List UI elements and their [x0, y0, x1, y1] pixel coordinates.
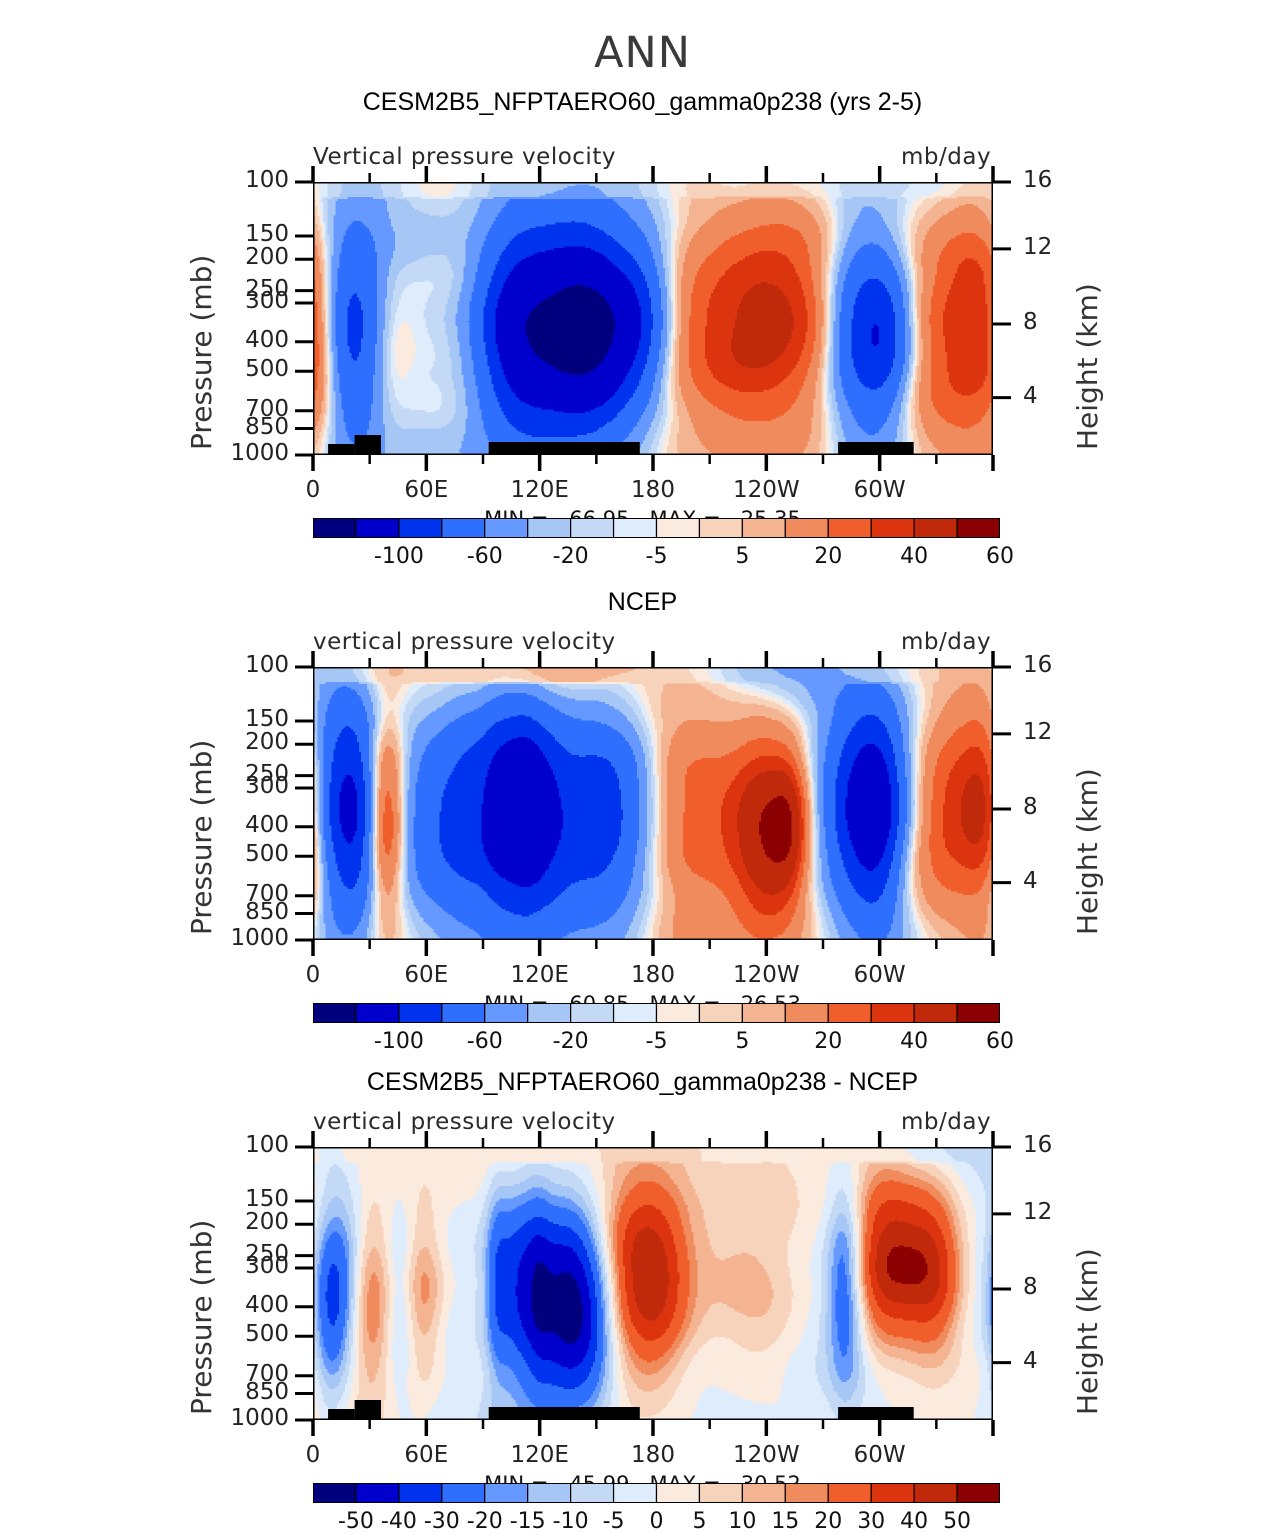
panel-model-lon-tick-3: 180	[619, 477, 687, 503]
panel-model-pressure-tick-100: 100	[193, 167, 289, 193]
panel-obs-lon-tick-5: 60W	[846, 962, 914, 988]
panel-obs-height-axis-label: Height (km)	[1071, 768, 1104, 935]
panel-obs-lon-tick-4: 120W	[732, 962, 800, 988]
panel-obs-title: NCEP	[0, 588, 1285, 617]
panel-diff-lon-tick-4: 120W	[732, 1442, 800, 1468]
panel-obs-height-tick-16: 16	[1023, 652, 1052, 678]
panel-model-colorbar-label-7: 60	[960, 544, 1040, 569]
panel-diff-lon-tick-2: 120E	[506, 1442, 574, 1468]
panel-model-lon-tick-1: 60E	[392, 477, 460, 503]
panel-obs-height-tick-8: 8	[1023, 794, 1038, 820]
panel-obs-colorbar	[313, 1003, 1000, 1023]
panel-obs-colorbar-label-7: 60	[960, 1029, 1040, 1054]
panel-diff-lon-tick-5: 60W	[846, 1442, 914, 1468]
panel-model-height-tick-8: 8	[1023, 309, 1038, 335]
panel-model-lon-tick-4: 120W	[732, 477, 800, 503]
panel-obs-lon-tick-2: 120E	[506, 962, 574, 988]
panel-obs-height-tick-4: 4	[1023, 868, 1038, 894]
panel-diff-lon-tick-3: 180	[619, 1442, 687, 1468]
panel-obs-colorbar-label-5: 20	[788, 1029, 868, 1054]
panel-diff-height-tick-4: 4	[1023, 1348, 1038, 1374]
panel-obs-pressure-tick-150: 150	[193, 706, 289, 732]
panel-obs-pressure-tick-100: 100	[193, 652, 289, 678]
panel-diff-lon-tick-0: 0	[279, 1442, 347, 1468]
panel-diff-height-axis-label: Height (km)	[1071, 1248, 1104, 1415]
panel-obs-colorbar-label-1: -60	[445, 1029, 525, 1054]
panel-model-height-tick-12: 12	[1023, 234, 1052, 260]
panel-obs-lon-tick-1: 60E	[392, 962, 460, 988]
panel-diff-pressure-axis-label: Pressure (mb)	[185, 1220, 218, 1415]
panel-diff-pressure-tick-150: 150	[193, 1186, 289, 1212]
panel-obs-colorbar-label-4: 5	[702, 1029, 782, 1054]
panel-model-colorbar-label-6: 40	[874, 544, 954, 569]
panel-model-height-tick-16: 16	[1023, 167, 1052, 193]
panel-obs-height-tick-12: 12	[1023, 719, 1052, 745]
panel-obs-colorbar-label-3: -5	[617, 1029, 697, 1054]
panel-obs-colorbar-label-2: -20	[531, 1029, 611, 1054]
panel-diff-title: CESM2B5_NFPTAERO60_gamma0p238 - NCEP	[0, 1068, 1285, 1097]
panel-model-colorbar-label-1: -60	[445, 544, 525, 569]
panel-model-height-tick-4: 4	[1023, 383, 1038, 409]
panel-diff-colorbar	[313, 1483, 1000, 1503]
panel-model-colorbar-label-0: -100	[359, 544, 439, 569]
panel-model-axes	[279, 156, 1039, 509]
panel-model-colorbar-label-5: 20	[788, 544, 868, 569]
panel-model-colorbar	[313, 518, 1000, 538]
panel-obs-lon-tick-3: 180	[619, 962, 687, 988]
panel-model-pressure-tick-150: 150	[193, 221, 289, 247]
panel-diff-height-tick-16: 16	[1023, 1132, 1052, 1158]
panel-obs-axes	[279, 641, 1039, 994]
figure-suptitle: ANN	[0, 28, 1285, 78]
panel-model-colorbar-label-2: -20	[531, 544, 611, 569]
panel-obs-colorbar-label-6: 40	[874, 1029, 954, 1054]
panel-diff-height-tick-12: 12	[1023, 1199, 1052, 1225]
panel-diff-colorbar-label-14: 50	[917, 1509, 997, 1534]
panel-model-colorbar-label-4: 5	[702, 544, 782, 569]
panel-obs-colorbar-label-0: -100	[359, 1029, 439, 1054]
panel-model-lon-tick-0: 0	[279, 477, 347, 503]
panel-obs-lon-tick-0: 0	[279, 962, 347, 988]
panel-diff-pressure-tick-100: 100	[193, 1132, 289, 1158]
panel-model-colorbar-label-3: -5	[617, 544, 697, 569]
panel-diff-lon-tick-1: 60E	[392, 1442, 460, 1468]
panel-diff-axes	[279, 1121, 1039, 1474]
panel-model-lon-tick-2: 120E	[506, 477, 574, 503]
panel-obs-pressure-axis-label: Pressure (mb)	[185, 740, 218, 935]
panel-model-title: CESM2B5_NFPTAERO60_gamma0p238 (yrs 2-5)	[0, 88, 1285, 117]
panel-diff-height-tick-8: 8	[1023, 1274, 1038, 1300]
panel-model-pressure-axis-label: Pressure (mb)	[185, 255, 218, 450]
panel-model-height-axis-label: Height (km)	[1071, 283, 1104, 450]
panel-model-lon-tick-5: 60W	[846, 477, 914, 503]
